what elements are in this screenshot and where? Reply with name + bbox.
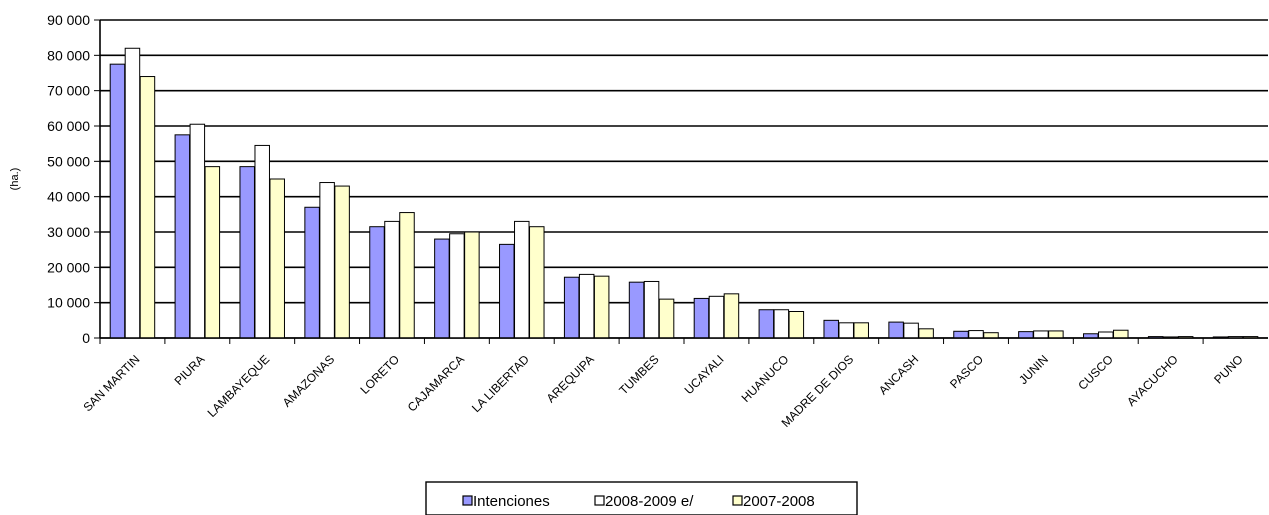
y-tick-label: 0 <box>82 330 90 346</box>
bar <box>319 182 335 339</box>
y-tick-label: 20 000 <box>47 259 90 275</box>
x-tick-label: AREQUIPA <box>544 352 597 405</box>
y-tick-label: 60 000 <box>47 118 90 134</box>
bar <box>269 178 285 339</box>
bar <box>708 295 725 339</box>
legend-label: 2008-2009 e/ <box>605 493 694 510</box>
bar <box>563 276 580 339</box>
x-tick-label: AMAZONAS <box>280 352 338 410</box>
bar <box>643 280 660 339</box>
bars <box>109 47 1259 339</box>
y-tick-label: 30 000 <box>47 224 90 240</box>
bar <box>304 206 320 339</box>
x-tick-label: LA LIBERTAD <box>469 352 532 415</box>
bar <box>124 47 141 339</box>
bar <box>239 166 255 339</box>
x-tick-label: SAN MARTIN <box>80 352 142 414</box>
bar <box>529 226 545 339</box>
bar <box>773 309 790 339</box>
legend: Intenciones 2008-2009 e/2007-2008 <box>425 481 858 515</box>
bar <box>853 322 869 339</box>
x-tick-label: MADRE DE DIOS <box>779 352 857 430</box>
bar <box>693 297 710 339</box>
y-tick-label: 10 000 <box>47 295 90 311</box>
bar <box>109 63 126 339</box>
legend-box <box>425 481 858 515</box>
bar <box>1048 330 1064 339</box>
x-tick-label: ANCASH <box>876 352 921 397</box>
x-tick-label: PIURA <box>172 352 208 388</box>
legend-swatch <box>462 495 473 506</box>
legend-label: Intenciones <box>473 493 550 510</box>
bar <box>903 322 919 339</box>
bar <box>189 123 206 339</box>
legend-label: 2007-2008 <box>743 493 815 510</box>
bar <box>174 134 191 339</box>
bar <box>1033 330 1049 339</box>
y-tick-label: 90 000 <box>47 12 90 28</box>
legend-swatch <box>732 495 743 506</box>
bar <box>1018 331 1034 339</box>
bar <box>384 220 400 339</box>
bar <box>449 233 465 339</box>
y-tick-label: 40 000 <box>47 189 90 205</box>
bar <box>918 328 934 339</box>
bar <box>758 309 775 339</box>
legend-swatch <box>594 495 605 506</box>
bar <box>514 220 530 339</box>
x-tick-label: HUANUCO <box>739 352 792 405</box>
bar <box>968 330 984 339</box>
x-tick-label: UCAYALI <box>682 352 727 397</box>
gridlines <box>100 19 1268 339</box>
bar <box>204 166 221 339</box>
bar <box>578 273 595 339</box>
bar <box>788 311 805 339</box>
bar <box>723 293 740 339</box>
bar <box>888 321 904 339</box>
x-tick-label: LAMBAYEQUE <box>205 352 273 420</box>
y-axis-label: (ha.) <box>9 168 21 191</box>
bar <box>838 322 854 339</box>
y-tick-label: 50 000 <box>47 153 90 169</box>
bar <box>499 243 515 339</box>
x-tick-label: TUMBES <box>616 352 661 397</box>
bar <box>628 281 645 339</box>
x-tick-label: CUSCO <box>1075 352 1116 393</box>
y-axis-ticks: 0 10 000 20 000 30 000 40 000 50 000 60 000 70 … <box>47 12 100 346</box>
bar <box>823 319 839 339</box>
y-tick-label: 70 000 <box>47 83 90 99</box>
bar <box>1098 331 1114 339</box>
x-tick-label: LORETO <box>357 352 402 397</box>
bar <box>658 298 675 339</box>
bar <box>953 330 969 339</box>
bar <box>254 144 270 339</box>
bar <box>399 212 415 339</box>
x-tick-label: JUNIN <box>1016 352 1051 387</box>
bar <box>139 76 156 339</box>
bar <box>1113 329 1129 339</box>
x-tick-label: PASCO <box>947 352 986 391</box>
bar <box>334 185 350 339</box>
x-tick-label: CAJAMARCA <box>405 352 467 414</box>
bar <box>464 231 480 339</box>
bar <box>369 226 385 339</box>
bar <box>593 275 610 339</box>
y-tick-label: 80 000 <box>47 47 90 63</box>
x-tick-label: AYACUCHO <box>1124 352 1181 409</box>
bar <box>434 238 450 339</box>
x-tick-label: PUNO <box>1211 352 1245 386</box>
